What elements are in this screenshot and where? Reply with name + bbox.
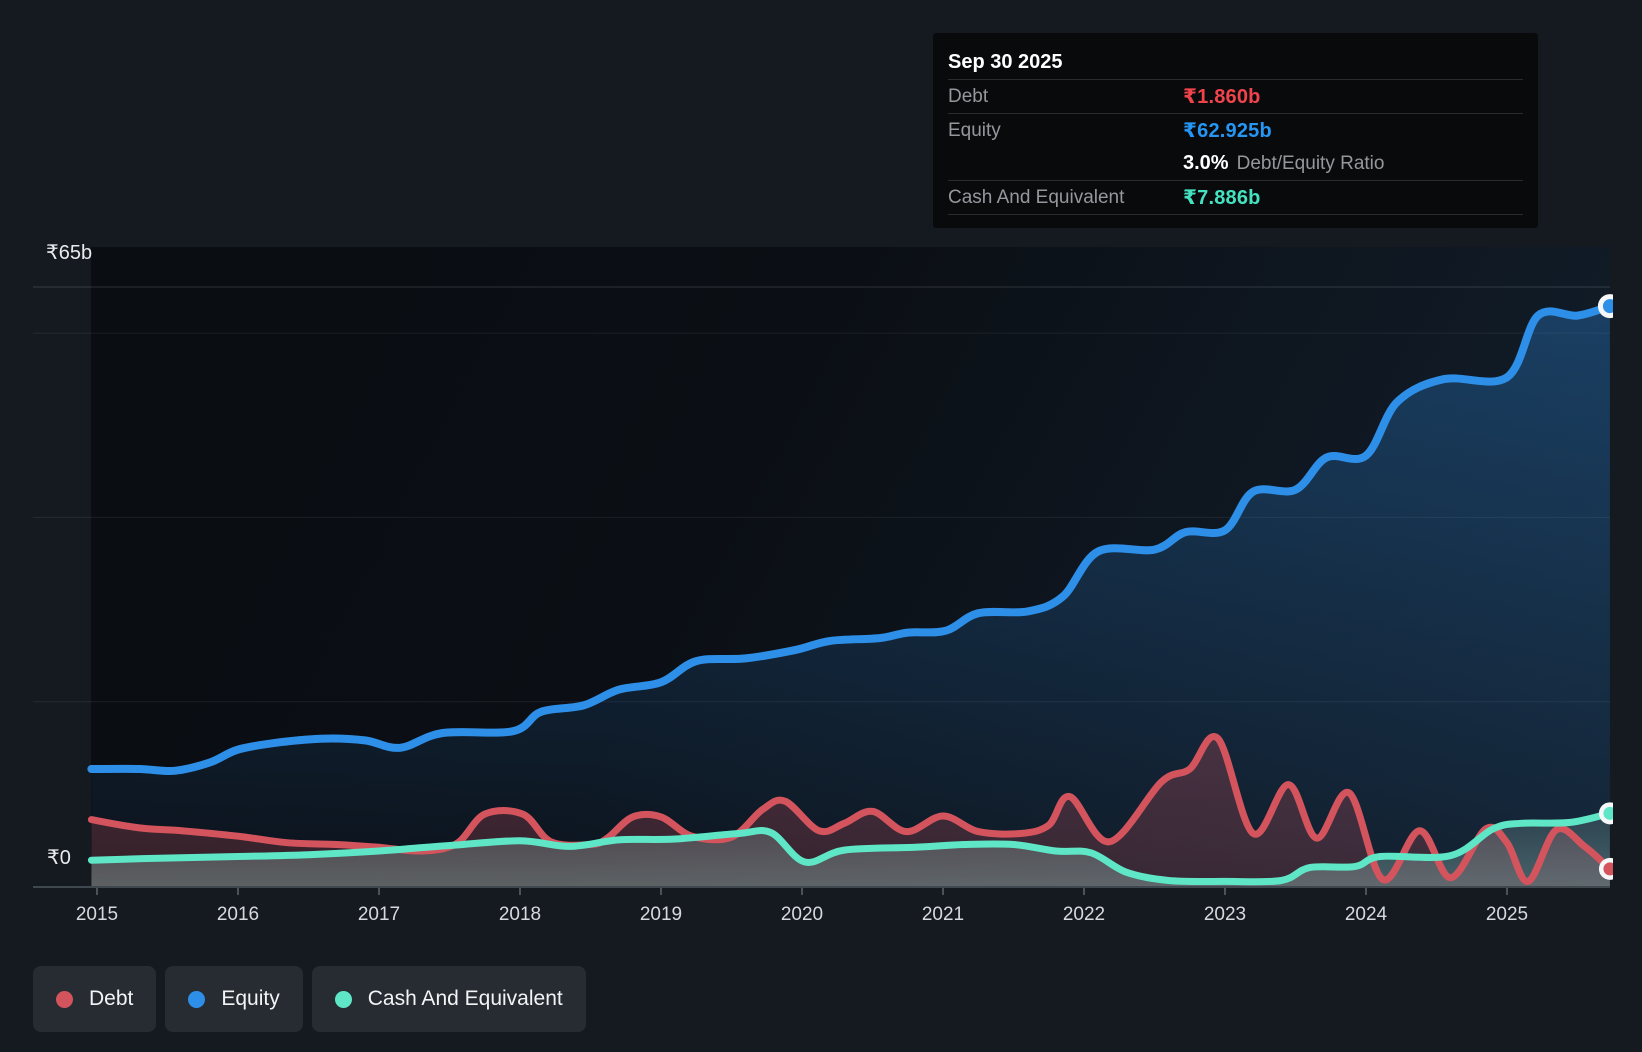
x-axis-label-2025: 2025: [1485, 904, 1529, 925]
cash-series-dot-icon: [334, 990, 352, 1008]
x-axis-label-2016: 2016: [216, 904, 260, 925]
debt-series-dot-icon: [56, 990, 73, 1008]
x-axis-label-2022: 2022: [1062, 904, 1106, 925]
legend-pill-cash[interactable]: Cash And Equivalent: [311, 966, 586, 1032]
legend-pill-debt[interactable]: Debt: [33, 966, 157, 1032]
legend-pill-equity[interactable]: Equity: [165, 966, 303, 1032]
x-axis-label-2024: 2024: [1344, 904, 1388, 925]
cash-line: [87, 809, 1613, 886]
x-axis-label-2020: 2020: [780, 904, 824, 925]
x-axis-label-2015: 2015: [75, 904, 119, 925]
x-axis-label-2019: 2019: [639, 904, 683, 925]
equity-hover-dot: [1602, 299, 1613, 314]
equity-series-dot-icon: [188, 990, 206, 1008]
series-legend: Debt Equity Cash And Equivalent: [33, 966, 586, 1032]
tooltip-row-ratio: 3.0% Debt/Equity Ratio: [948, 147, 1523, 180]
tooltip-cash-value: ₹7.886b: [1183, 187, 1261, 209]
legend-label-debt: Debt: [89, 987, 134, 1010]
tooltip-bottom-padding: [948, 214, 1523, 228]
tooltip-ratio-label: Debt/Equity Ratio: [1236, 153, 1385, 174]
equity-line: [87, 302, 1613, 776]
cash-hover-dot: [1603, 806, 1613, 820]
tooltip-debt-label: Debt: [948, 85, 989, 107]
tooltip-debt-value: ₹1.860b: [1183, 86, 1261, 108]
hover-tooltip: Sep 30 2025 Debt ₹1.860b Equity ₹62.925b…: [933, 33, 1538, 228]
x-axis-label-2017: 2017: [357, 904, 401, 925]
equity-area: [91, 306, 1610, 887]
tooltip-equity-value: ₹62.925b: [1183, 120, 1272, 142]
debt-hover-dot: [1603, 862, 1613, 876]
tooltip-ratio-value: 3.0%: [1183, 152, 1229, 174]
x-axis-label-2018: 2018: [498, 904, 542, 925]
tooltip-equity-label: Equity: [948, 119, 1001, 141]
y-axis-zero-label: ₹0: [47, 847, 71, 869]
tooltip-cash-label: Cash And Equivalent: [948, 186, 1125, 208]
tooltip-row-equity: Equity ₹62.925b: [948, 113, 1523, 147]
legend-label-cash: Cash And Equivalent: [367, 987, 563, 1010]
tooltip-row-debt: Debt ₹1.860b: [948, 79, 1523, 113]
tooltip-date: Sep 30 2025: [948, 51, 1063, 73]
legend-label-equity: Equity: [221, 987, 280, 1010]
tooltip-row-cash: Cash And Equivalent ₹7.886b: [948, 180, 1523, 214]
y-axis-max-label: ₹65b: [46, 242, 93, 264]
x-axis-label-2021: 2021: [921, 904, 965, 925]
x-axis-label-2023: 2023: [1203, 904, 1247, 925]
